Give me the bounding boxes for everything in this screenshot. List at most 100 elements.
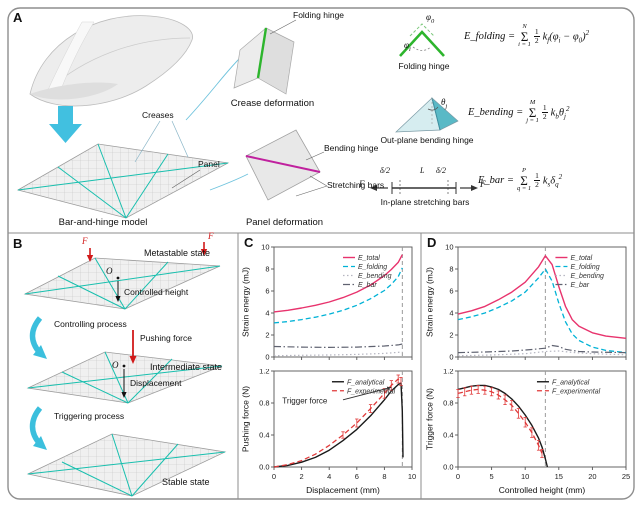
metastable-state-label: Metastable state: [144, 248, 211, 258]
svg-text:0.0: 0.0: [259, 463, 269, 472]
stretching-bar-icon: [370, 180, 478, 196]
stable-mesh: [26, 433, 227, 497]
svg-text:0.0: 0.0: [443, 463, 453, 472]
delta-half-right-label: δ/2: [436, 166, 446, 175]
panel-a-label: A: [13, 10, 23, 25]
svg-text:E_folding: E_folding: [570, 264, 599, 271]
svg-text:Displacement (mm): Displacement (mm): [306, 485, 380, 495]
controlled-height-arrow: [115, 276, 121, 302]
bar-force-left-label: F: [359, 179, 365, 189]
folding-hinge-icon: [399, 23, 445, 57]
svg-text:F_analytical: F_analytical: [347, 379, 385, 386]
svg-text:E_bending: E_bending: [570, 273, 604, 280]
creases-pointer-lines: [134, 120, 189, 163]
svg-text:F_analytical: F_analytical: [552, 379, 590, 386]
panel-pointer-line: [171, 169, 201, 189]
svg-text:Strain energy (mJ): Strain energy (mJ): [241, 267, 251, 337]
svg-text:15: 15: [555, 472, 563, 481]
svg-text:5: 5: [490, 472, 494, 481]
svg-text:E_total: E_total: [358, 255, 380, 262]
svg-text:0: 0: [265, 353, 269, 362]
displacement-label: Displacement: [130, 378, 182, 388]
svg-text:E_bar: E_bar: [570, 282, 589, 289]
svg-text:E_total: E_total: [570, 255, 592, 262]
in-plane-caption: In-plane stretching bars: [380, 197, 470, 207]
down-arrow-icon: [49, 106, 82, 143]
stable-state-label: Stable state: [162, 477, 210, 487]
svg-text:10: 10: [445, 243, 453, 252]
svg-text:2: 2: [265, 331, 269, 340]
svg-text:6: 6: [449, 287, 453, 296]
svg-text:1.2: 1.2: [443, 369, 453, 376]
panel-deformation-caption: Panel deformation: [245, 217, 324, 228]
strain-energy-chart-d: 0 2 4 6 8 10 Strain energy (mJ) E_total E_foldin…: [425, 243, 627, 362]
crease-deformation-caption: Crease deformation: [230, 98, 315, 109]
svg-text:20: 20: [588, 472, 596, 481]
svg-text:E_folding: E_folding: [358, 264, 387, 271]
svg-text:6: 6: [265, 287, 269, 296]
svg-text:Pushing force (N): Pushing force (N): [241, 386, 251, 452]
folding-hinge-caption: Folding hinge: [398, 61, 450, 71]
svg-text:4: 4: [265, 309, 269, 318]
svg-text:1.2: 1.2: [259, 369, 269, 376]
bar-length-label: L: [420, 166, 425, 175]
svg-text:2: 2: [449, 331, 453, 340]
svg-text:F_experimental: F_experimental: [347, 388, 396, 395]
svg-text:0.4: 0.4: [259, 431, 269, 440]
svg-text:8: 8: [265, 265, 269, 274]
pushing-force-chart-c: 0 2 4 6 8 10 0.0 0.4 0.8 1.2 Displacement (mm) Push…: [241, 369, 417, 495]
bending-hinge-icon: [395, 96, 459, 133]
svg-text:0: 0: [449, 353, 453, 362]
svg-text:0.8: 0.8: [259, 399, 269, 408]
force-f-right-label: F: [208, 231, 214, 241]
controlling-process-label: Controlling process: [54, 319, 127, 329]
bar-hinge-mesh: [16, 143, 230, 219]
svg-text:F_experimental: F_experimental: [552, 388, 601, 395]
metastable-mesh: [23, 257, 221, 310]
strain-energy-chart-c: 0 2 4 6 8 10 Strain energy (mJ) E_total E_foldin…: [241, 243, 413, 362]
force-arrows-metastable: [86, 242, 208, 262]
svg-text:6: 6: [355, 472, 359, 481]
svg-text:10: 10: [521, 472, 529, 481]
trigger-force-chart-d: 0 5 10 15 20 25 0.0 0.4 0.8 1.2 Controlled height …: [425, 369, 631, 495]
delta-half-left-label: δ/2: [380, 166, 390, 175]
svg-text:E_bending: E_bending: [358, 273, 392, 280]
svg-text:0: 0: [272, 472, 276, 481]
origin-label-intermediate: O: [112, 360, 119, 370]
folding-hinge-callout: Folding hinge: [293, 10, 345, 20]
bar-hinge-caption: Bar-and-hinge model: [58, 217, 148, 228]
panel-b-label: B: [13, 236, 23, 251]
svg-text:0.4: 0.4: [443, 431, 453, 440]
displacement-arrow: [121, 364, 127, 398]
svg-text:8: 8: [382, 472, 386, 481]
svg-text:Strain energy (mJ): Strain energy (mJ): [425, 267, 435, 337]
thetaj-label: θj: [441, 97, 448, 110]
svg-text:10: 10: [261, 243, 269, 252]
svg-text:10: 10: [408, 472, 416, 481]
svg-text:25: 25: [622, 472, 630, 481]
svg-text:4: 4: [327, 472, 331, 481]
callout-curve-panel: [209, 173, 249, 191]
controlling-process-arrow: [29, 316, 47, 359]
curved-shell: [29, 15, 193, 107]
phii-label: φi: [404, 40, 411, 53]
svg-text:0.8: 0.8: [443, 399, 453, 408]
panel-label: Panel: [198, 159, 220, 169]
phi0-label: φ0: [426, 12, 435, 25]
stretching-bars-label: Stretching bars: [327, 180, 385, 190]
panel-deformation-figure: [245, 129, 328, 201]
svg-text:E_bar: E_bar: [358, 282, 377, 289]
pushing-force-label: Pushing force: [140, 333, 192, 343]
svg-text:Controlled height (mm): Controlled height (mm): [499, 485, 586, 495]
panel-d-label: D: [427, 235, 437, 250]
intermediate-mesh: [26, 351, 223, 404]
pushing-force-arrow: [129, 330, 137, 364]
svg-text:Trigger force (N): Trigger force (N): [425, 388, 435, 450]
triggering-process-arrow: [29, 406, 47, 450]
svg-text:Trigger force: Trigger force: [282, 397, 328, 406]
bending-hinge-label: Bending hinge: [324, 143, 379, 153]
